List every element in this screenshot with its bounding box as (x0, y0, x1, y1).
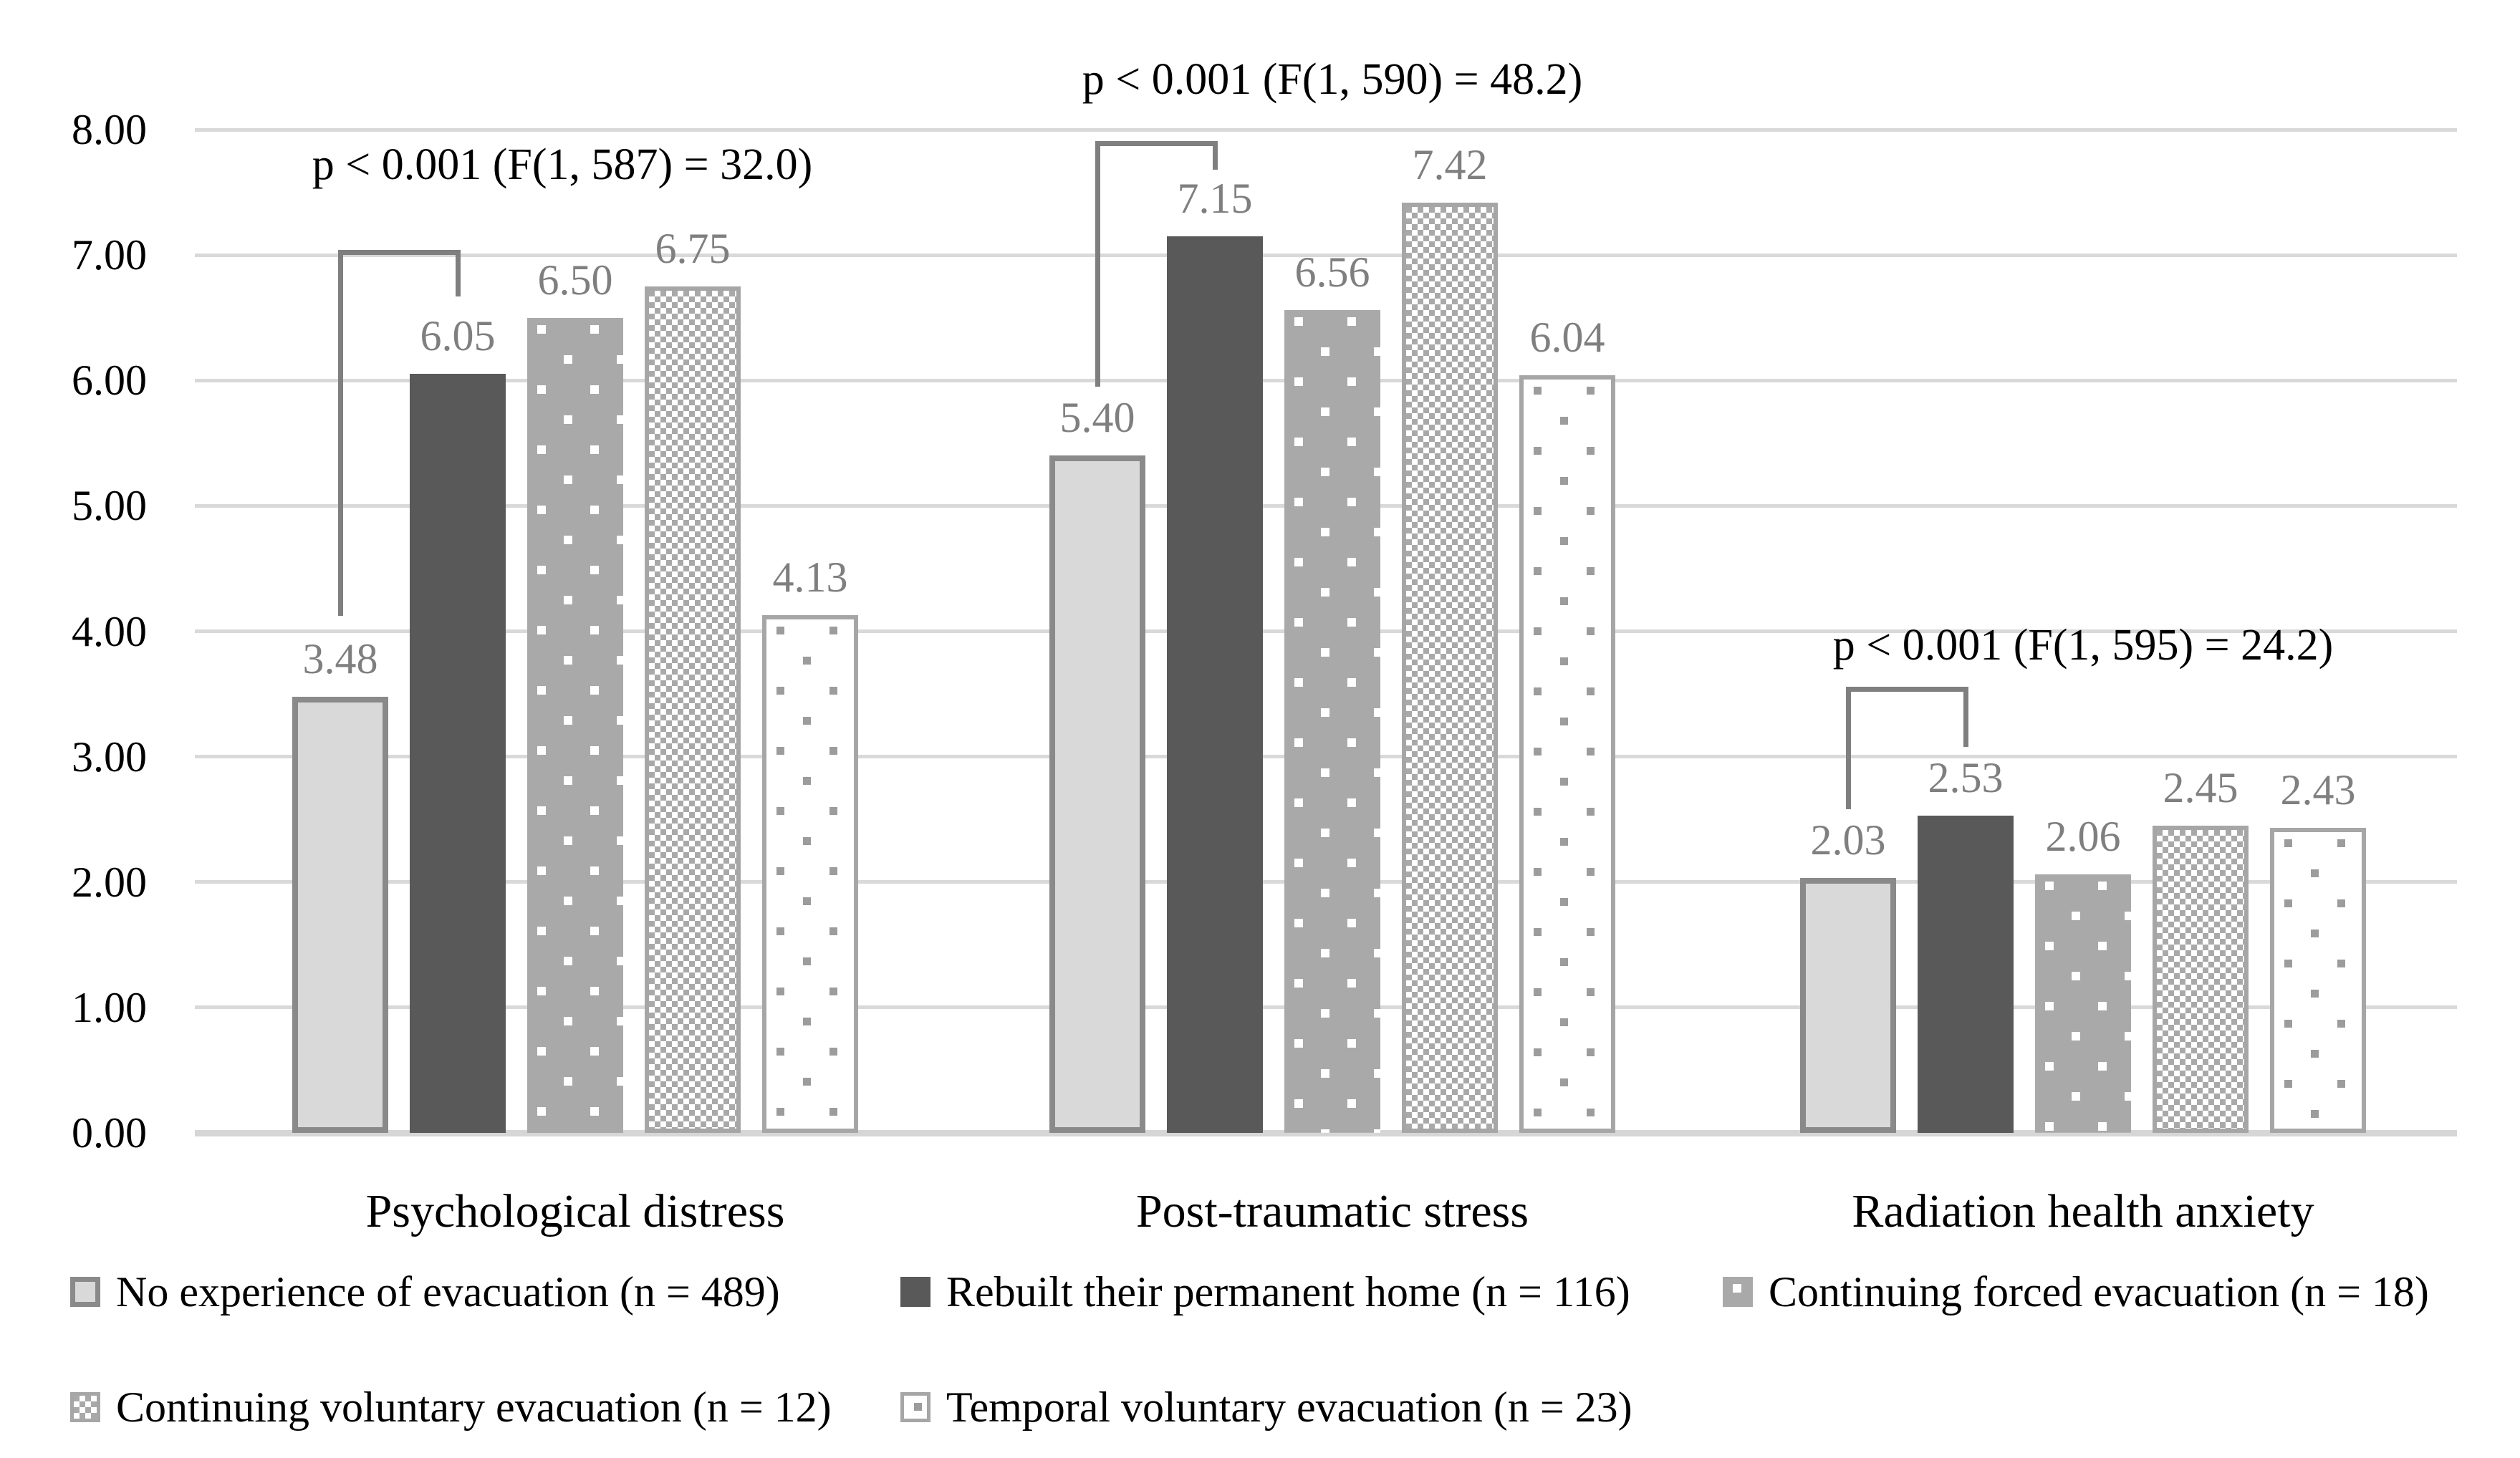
bracket-3-right-drop (1963, 686, 1968, 747)
legend-label: Temporal voluntary evacuation (n = 23) (946, 1384, 1632, 1431)
gray-dots-on-white-fill (766, 619, 854, 1129)
bracket-1-right-drop (455, 250, 461, 296)
p-value-annotation-3: p < 0.001 (F(1, 595) = 24.2) (1832, 620, 2334, 670)
category-label-1: Psychological distress (365, 1185, 785, 1237)
p-value-annotation-1: p < 0.001 (F(1, 587) = 32.0) (312, 140, 813, 190)
white-dots-on-gray-fill (1284, 310, 1380, 1133)
legend-item-no-experience: No experience of evacuation (n = 489) (70, 1268, 780, 1315)
gray-dots-on-white-fill (2274, 832, 2362, 1129)
value-label: 4.13 (772, 553, 848, 601)
value-label: 6.75 (655, 224, 731, 272)
bar-checkerboard-group2 (1402, 202, 1498, 1133)
category-label-2: Post-traumatic stress (1135, 1185, 1529, 1237)
legend-swatch-checkerboard (70, 1392, 100, 1422)
y-tick-label-7: 7.00 (72, 231, 147, 279)
legend-swatch-white-dots (1723, 1277, 1753, 1307)
bracket-2-left-drop (1095, 140, 1100, 387)
bar-white-dots-on-gray-group1 (527, 317, 623, 1133)
bar-checkerboard-group1 (645, 286, 741, 1133)
bracket-1-left-drop (337, 250, 343, 617)
bar-solid-light-group1 (292, 696, 388, 1133)
value-label: 6.05 (420, 312, 496, 360)
legend-swatch-solid-dark (900, 1277, 930, 1307)
legend-swatch-solid-light (70, 1277, 100, 1307)
legend-item-voluntary-evacuation: Continuing voluntary evacuation (n = 12) (70, 1384, 832, 1431)
checkerboard-fill (649, 290, 736, 1129)
value-label: 2.43 (2280, 766, 2356, 814)
legend-label: Rebuilt their permanent home (n = 116) (946, 1268, 1630, 1315)
x-axis-baseline (195, 1130, 2457, 1136)
white-dots-on-gray-fill (2035, 874, 2131, 1133)
bar-gray-dots-on-white-group3 (2270, 828, 2366, 1133)
value-label: 7.15 (1177, 174, 1253, 222)
bar-solid-dark-group1 (410, 374, 506, 1133)
value-label: 2.45 (2163, 763, 2238, 811)
value-label: 2.53 (1928, 753, 2004, 801)
category-label-3: Radiation health anxiety (1852, 1185, 2314, 1237)
y-tick-label-5: 5.00 (72, 482, 147, 530)
p-value-annotation-2: p < 0.001 (F(1, 590) = 48.2) (1082, 54, 1583, 104)
bar-solid-dark-group2 (1167, 236, 1263, 1133)
bar-solid-light-group3 (1800, 878, 1896, 1133)
y-tick-label-2: 2.00 (72, 858, 147, 906)
y-tick-label-6: 6.00 (72, 357, 147, 405)
bracket-1-horizontal (337, 250, 461, 256)
checkerboard-fill (1406, 206, 1494, 1129)
bracket-2-horizontal (1095, 140, 1218, 146)
legend-label: Continuing voluntary evacuation (n = 12) (116, 1384, 832, 1431)
value-label: 7.42 (1412, 140, 1488, 188)
white-dots-on-gray-fill (527, 317, 623, 1133)
legend-item-rebuilt-home: Rebuilt their permanent home (n = 116) (900, 1268, 1630, 1315)
bar-solid-light-group2 (1049, 455, 1145, 1133)
bar-checkerboard-group3 (2153, 825, 2249, 1133)
gridline-7 (195, 253, 2457, 257)
bar-gray-dots-on-white-group2 (1519, 375, 1615, 1133)
y-tick-label-8: 8.00 (72, 106, 147, 153)
value-label: 6.04 (1529, 314, 1605, 362)
bar-white-dots-on-gray-group3 (2035, 874, 2131, 1133)
bar-solid-dark-group3 (1918, 815, 2014, 1133)
value-label: 3.48 (302, 634, 378, 682)
bracket-2-right-drop (1212, 140, 1218, 170)
value-label: 2.03 (1810, 816, 1886, 864)
bar-white-dots-on-gray-group2 (1284, 310, 1380, 1133)
y-tick-label-1: 1.00 (72, 983, 147, 1031)
legend-label: No experience of evacuation (n = 489) (116, 1268, 780, 1315)
legend-item-forced-evacuation: Continuing forced evacuation (n = 18) (1723, 1268, 2429, 1315)
gray-dots-on-white-fill (1524, 380, 1611, 1129)
y-tick-label-4: 4.00 (72, 607, 147, 655)
bracket-3-horizontal (1845, 686, 1968, 692)
value-label: 2.06 (2045, 813, 2121, 861)
legend-item-temporal-evacuation: Temporal voluntary evacuation (n = 23) (900, 1384, 1632, 1431)
gridline-8 (195, 127, 2457, 132)
value-label: 5.40 (1059, 394, 1135, 442)
y-tick-label-0: 0.00 (72, 1109, 147, 1157)
checkerboard-fill (2157, 829, 2244, 1129)
bar-gray-dots-on-white-group1 (762, 614, 858, 1133)
value-label: 6.56 (1294, 248, 1370, 296)
y-tick-label-3: 3.00 (72, 733, 147, 781)
bracket-3-left-drop (1845, 686, 1851, 810)
legend-swatch-gray-dots (900, 1392, 930, 1422)
legend-label: Continuing forced evacuation (n = 18) (1769, 1268, 2429, 1315)
value-label: 6.50 (537, 256, 613, 304)
